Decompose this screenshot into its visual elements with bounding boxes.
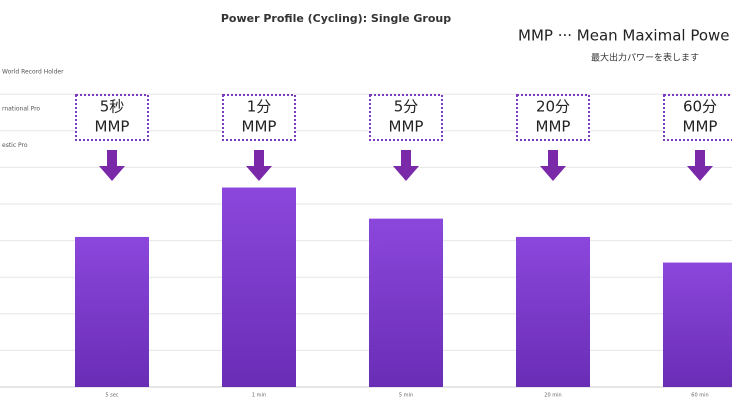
- annotation-box: [369, 94, 443, 141]
- y-tick-label: estic Pro: [2, 142, 28, 149]
- annotation-text: MMP: [242, 118, 277, 136]
- x-tick-label: 60 min: [691, 393, 708, 399]
- annotation-text: 5秒: [100, 98, 125, 116]
- annotation-text: 60分: [683, 98, 717, 116]
- arrow: [687, 150, 713, 181]
- annotation-box: [516, 94, 590, 141]
- bar: [75, 236, 149, 387]
- annotation-text: 1分: [247, 98, 272, 116]
- y-tick-label: World Record Holder: [2, 69, 64, 76]
- annotation-text: MMP: [95, 118, 130, 136]
- annotation-text: 20分: [536, 98, 570, 116]
- arrow: [99, 150, 125, 181]
- annotation-box: [222, 94, 296, 141]
- y-tick-label: rnational Pro: [2, 105, 40, 112]
- annotation-text: 5分: [394, 98, 419, 116]
- bar: [369, 218, 443, 387]
- annotation-text: MMP: [683, 118, 718, 136]
- annotation-text: MMP: [389, 118, 424, 136]
- bar: [222, 187, 296, 387]
- annotation-box: [75, 94, 149, 141]
- arrow: [246, 150, 272, 181]
- x-tick-label: 1 min: [252, 393, 266, 399]
- x-tick-label: 20 min: [544, 393, 561, 399]
- bar: [663, 262, 732, 387]
- arrow: [540, 150, 566, 181]
- arrow: [393, 150, 419, 181]
- annotation-box: [663, 94, 732, 141]
- bar: [516, 236, 590, 387]
- legend-title: MMP ··· Mean Maximal Powe: [518, 27, 730, 45]
- legend-subtitle: 最大出力パワーを表します: [591, 52, 699, 64]
- annotation-text: MMP: [536, 118, 571, 136]
- x-tick-label: 5 sec: [105, 393, 118, 399]
- chart-title: Power Profile (Cycling): Single Group: [221, 12, 451, 25]
- x-tick-label: 5 min: [399, 393, 413, 399]
